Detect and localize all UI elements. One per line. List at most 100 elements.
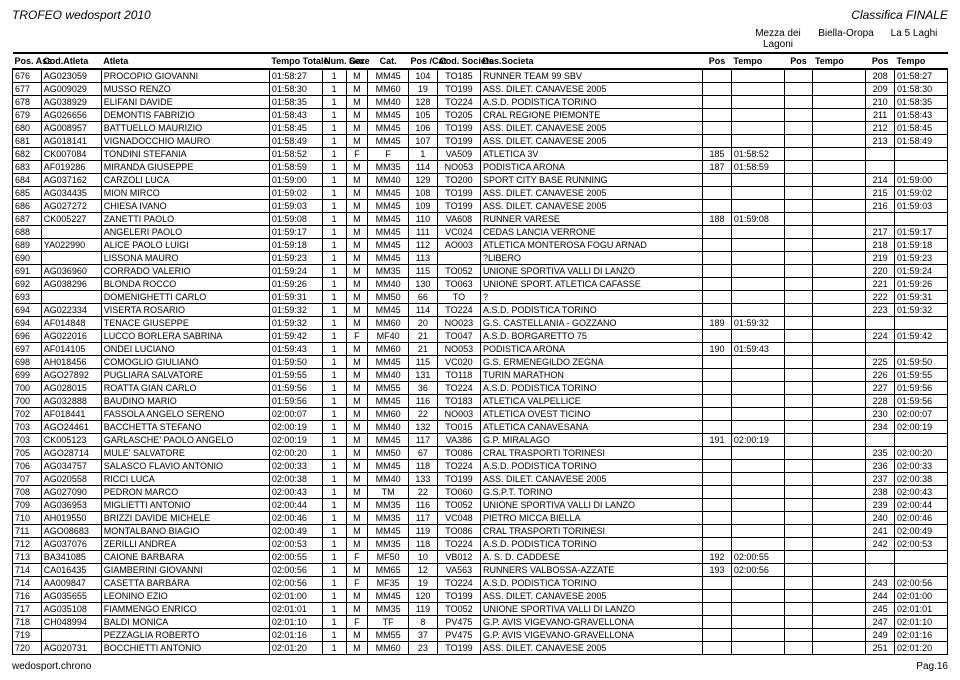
cell-s3t: 02:00:07	[895, 408, 948, 421]
cell-sex: F	[346, 577, 368, 590]
cell-pos: 719	[13, 629, 42, 642]
col-pos: Pos. Ass.	[13, 53, 42, 69]
cell-s2t	[813, 69, 866, 83]
cell-s3p: 225	[866, 356, 895, 369]
cell-sex: M	[346, 499, 368, 512]
cell-s2p	[784, 512, 813, 525]
cell-s3p: 245	[866, 603, 895, 616]
cell-sex: M	[346, 564, 368, 577]
cell-s3p	[866, 434, 895, 447]
table-row: 709AG036953MIGLIETTI ANTONIO02:00:441MMM…	[13, 499, 948, 512]
cell-csoc: TO199	[437, 200, 480, 213]
table-row: 694AG022334VISERTA ROSARIO01:59:321MMM45…	[13, 304, 948, 317]
cell-pcat: 117	[409, 512, 438, 525]
cell-sex: M	[346, 265, 368, 278]
cell-atl: FASSOLA ANGELO SERENO	[101, 408, 269, 421]
results-table: Pos. Ass. Cod.Atleta Atleta Tempo Totale…	[12, 52, 948, 655]
cell-sex: M	[346, 239, 368, 252]
cell-sex: M	[346, 629, 368, 642]
cell-pcat: 118	[409, 460, 438, 473]
cell-sex: M	[346, 447, 368, 460]
cell-s3p	[866, 551, 895, 564]
cell-s1t	[731, 369, 784, 382]
cell-s1t	[731, 109, 784, 122]
cell-s1t	[731, 96, 784, 109]
cell-soc: ASS. DILET. CANAVESE 2005	[481, 642, 703, 655]
cell-atl: TONDINI STEFANIA	[101, 148, 269, 161]
cell-num: 1	[322, 408, 346, 421]
cell-s2t	[813, 551, 866, 564]
cell-sex: M	[346, 382, 368, 395]
cell-s1t: 01:59:32	[731, 317, 784, 330]
cell-cat: MM45	[368, 304, 409, 317]
cell-num: 1	[322, 369, 346, 382]
cell-cod: CK005227	[41, 213, 101, 226]
cell-pcat: 129	[409, 174, 438, 187]
cell-tempo: 01:59:03	[269, 200, 322, 213]
cell-s3t: 02:00:46	[895, 512, 948, 525]
cell-s1p: 193	[703, 564, 732, 577]
cell-pos: 709	[13, 499, 42, 512]
cell-s1t	[731, 122, 784, 135]
cell-csoc	[437, 252, 480, 265]
cell-s1p	[703, 122, 732, 135]
cell-s2p	[784, 226, 813, 239]
page-footer: wedosport.chrono Pag.16	[12, 661, 948, 672]
cell-s3t: 02:00:53	[895, 538, 948, 551]
cell-tempo: 01:59:26	[269, 278, 322, 291]
cell-s2p	[784, 291, 813, 304]
cell-num: 1	[322, 304, 346, 317]
cell-cat: TM	[368, 486, 409, 499]
cell-csoc: VA386	[437, 434, 480, 447]
cell-atl: MIRANDA GIUSEPPE	[101, 161, 269, 174]
cell-s2t	[813, 278, 866, 291]
cell-s1t	[731, 538, 784, 551]
table-row: 716AG035655LEONINO EZIO02:01:001MMM45120…	[13, 590, 948, 603]
cell-s3p: 216	[866, 200, 895, 213]
cell-s3t: 02:00:20	[895, 447, 948, 460]
cell-s3p: 208	[866, 69, 895, 83]
cell-s3t: 01:58:45	[895, 122, 948, 135]
cell-atl: ZERILLI ANDREA	[101, 538, 269, 551]
cell-pcat: 133	[409, 473, 438, 486]
cell-cod: AG008957	[41, 122, 101, 135]
table-row: 685AG034435MION MIRCO01:59:021MMM45108TO…	[13, 187, 948, 200]
cell-csoc: TO063	[437, 278, 480, 291]
cell-s2p	[784, 590, 813, 603]
cell-s1p	[703, 486, 732, 499]
cell-soc: A.S.D. PODISTICA TORINO	[481, 304, 703, 317]
cell-pos: 714	[13, 577, 42, 590]
cell-s3t: 02:00:33	[895, 460, 948, 473]
cell-csoc: TO205	[437, 109, 480, 122]
cell-tempo: 01:58:49	[269, 135, 322, 148]
cell-soc: UNIONE SPORT. ATLETICA CAFASSE	[481, 278, 703, 291]
cell-cod: AG009029	[41, 83, 101, 96]
cell-pcat: 37	[409, 629, 438, 642]
table-row: 694AF014848TENACE GIUSEPPE01:59:321MMM60…	[13, 317, 948, 330]
cell-num: 1	[322, 330, 346, 343]
cell-cod: AG026656	[41, 109, 101, 122]
cell-csoc: TO199	[437, 473, 480, 486]
cell-s1p	[703, 499, 732, 512]
cell-pos: 703	[13, 434, 42, 447]
cell-cod: AG028015	[41, 382, 101, 395]
cell-sex: M	[346, 486, 368, 499]
cell-sex: M	[346, 291, 368, 304]
cell-s1p	[703, 408, 732, 421]
cell-pcat: 113	[409, 252, 438, 265]
cell-s3t: 01:58:43	[895, 109, 948, 122]
cell-s2t	[813, 369, 866, 382]
cell-s1p	[703, 369, 732, 382]
cell-soc: G.S. CASTELLANIA - GOZZANO	[481, 317, 703, 330]
cell-soc: RUNNER TEAM 99 SBV	[481, 69, 703, 83]
cell-csoc: TO015	[437, 421, 480, 434]
cell-soc: G.P. MIRALAGO	[481, 434, 703, 447]
cell-atl: CORRADO VALERIO	[101, 265, 269, 278]
cell-tempo: 01:59:56	[269, 395, 322, 408]
cell-s1t	[731, 135, 784, 148]
table-row: 689YA022990ALICE PAOLO LUIGI01:59:181MMM…	[13, 239, 948, 252]
cell-csoc: TO199	[437, 135, 480, 148]
cell-pcat: 12	[409, 564, 438, 577]
cell-num: 1	[322, 174, 346, 187]
cell-cod: AG023059	[41, 69, 101, 83]
